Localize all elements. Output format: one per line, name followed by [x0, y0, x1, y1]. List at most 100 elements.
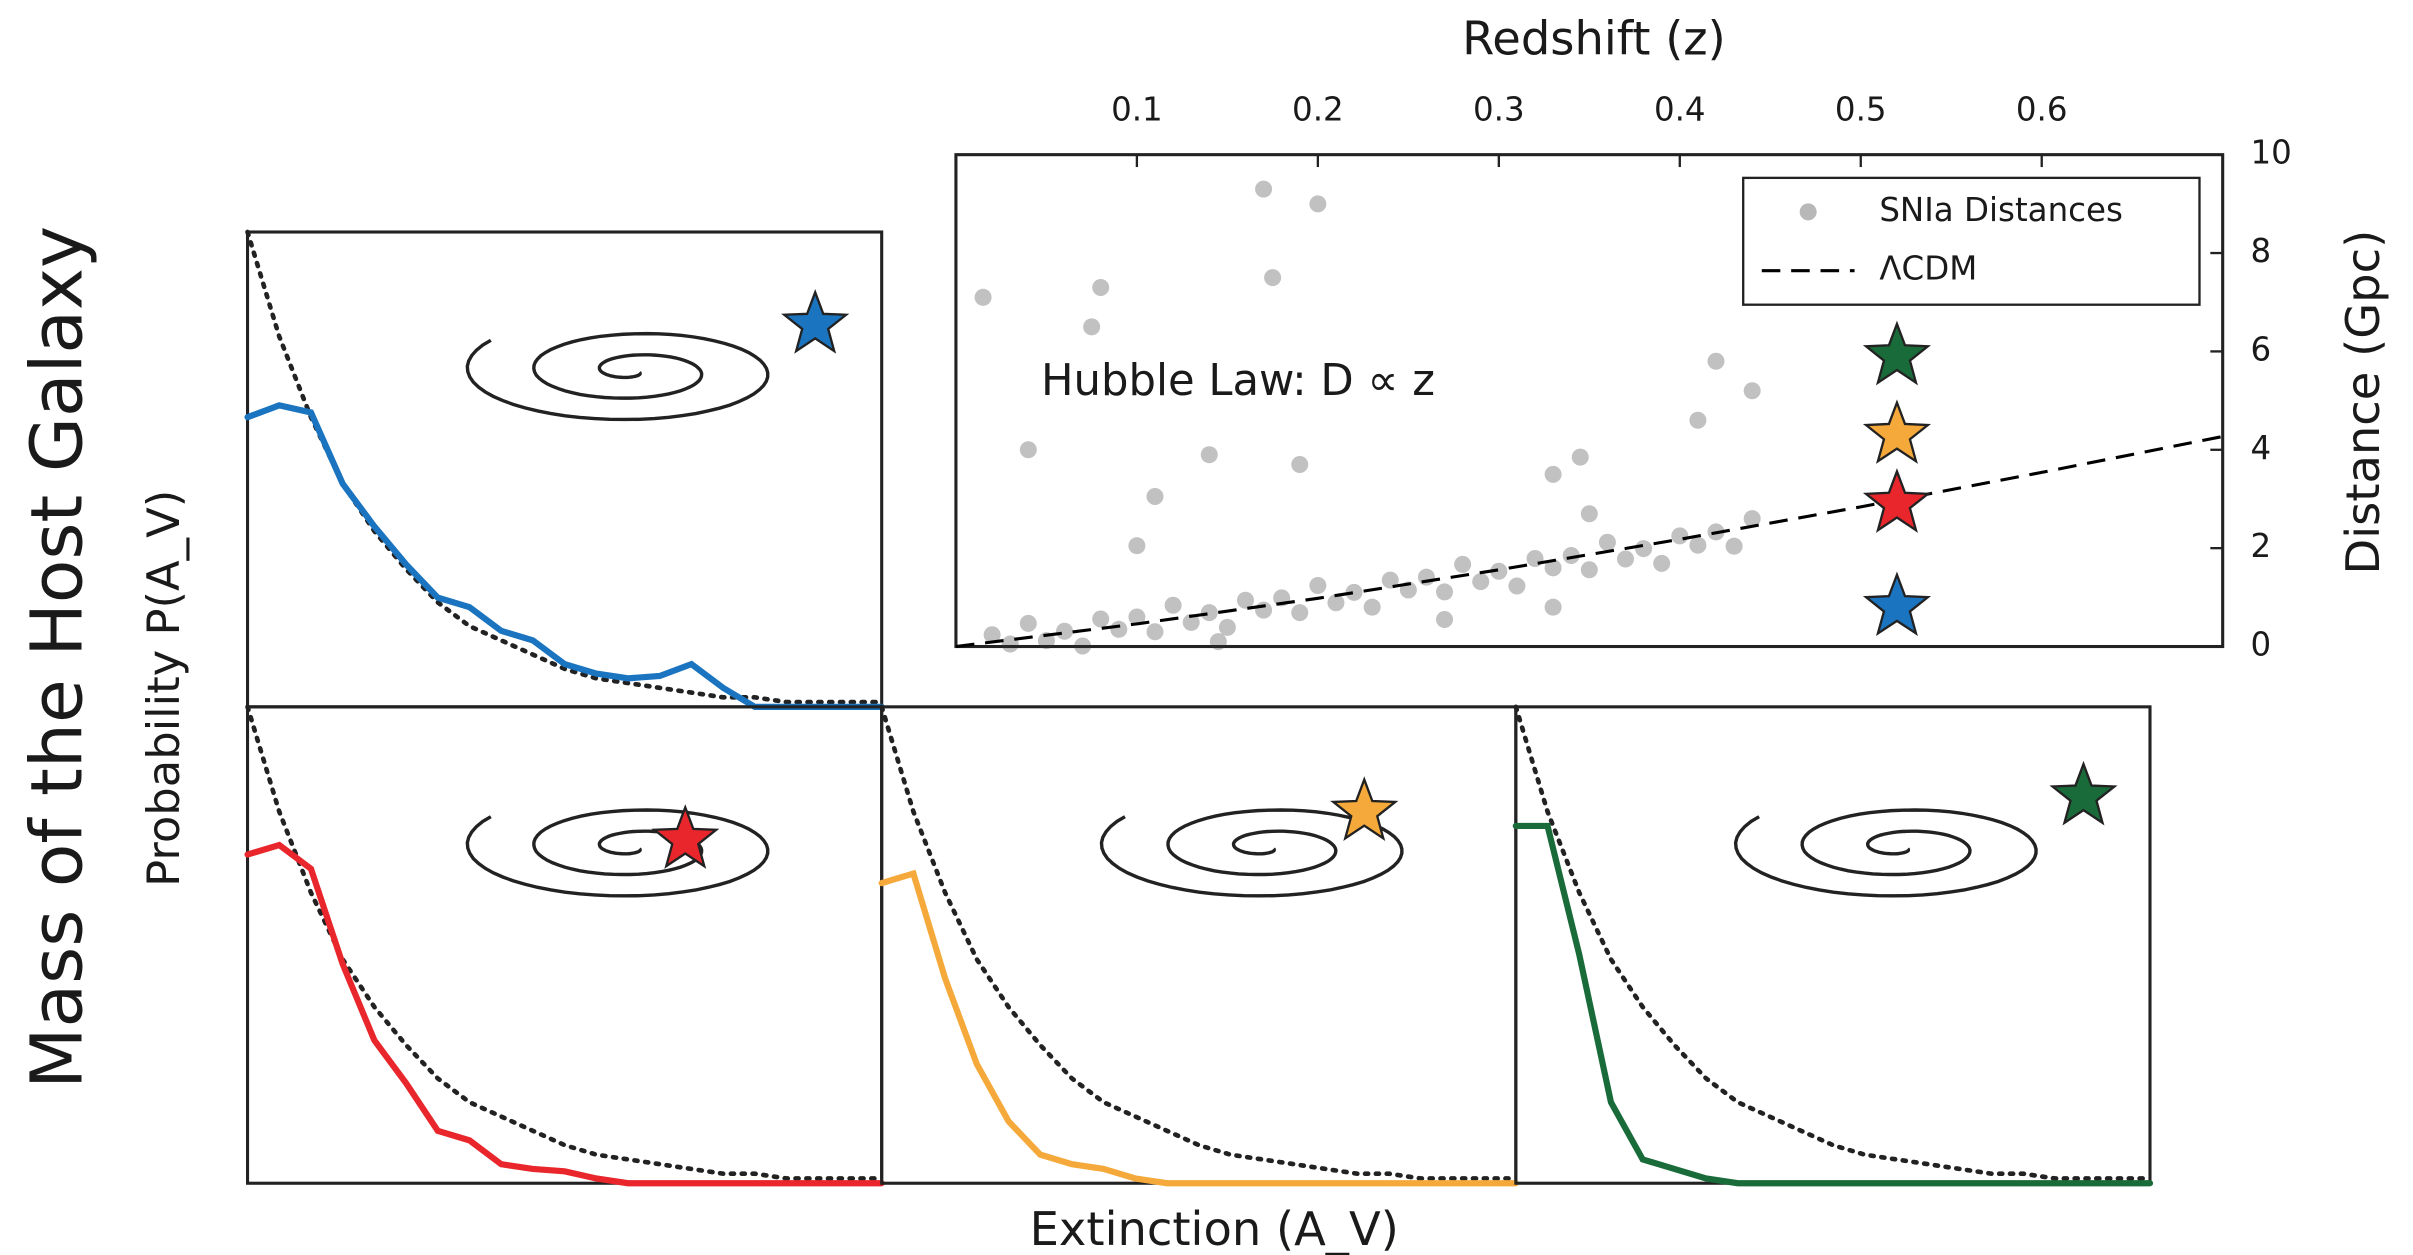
- data-point: [1544, 559, 1562, 577]
- panel-star: [2049, 760, 2118, 826]
- data-point: [1218, 618, 1236, 636]
- data-point: [1707, 352, 1725, 370]
- data-point: [983, 626, 1001, 644]
- data-point: [1580, 505, 1598, 523]
- panel-frame: [245, 705, 884, 1185]
- distribution-line: [244, 841, 885, 1187]
- legend-label: ΛCDM: [1879, 250, 1977, 288]
- data-point: [1182, 613, 1200, 631]
- star-marker: [1862, 320, 1932, 386]
- galaxy-spiral: [465, 808, 770, 898]
- star-marker: [1862, 468, 1932, 533]
- reference-curve: [245, 704, 885, 1181]
- data-point: [1689, 536, 1707, 554]
- y-tick-label: 10: [2251, 134, 2292, 172]
- distribution-line: [244, 402, 885, 710]
- panel-star: [1330, 776, 1399, 842]
- data-point: [1019, 614, 1037, 632]
- data-point: [1255, 180, 1273, 198]
- legend-label: SNIa Distances: [1879, 191, 2123, 229]
- x-tick-label: 0.5: [1835, 90, 1887, 128]
- model-line: [955, 434, 2223, 649]
- data-point: [1472, 573, 1490, 591]
- y-tick-label: 8: [2251, 232, 2272, 270]
- data-point: [1200, 604, 1218, 622]
- data-point: [1146, 488, 1164, 506]
- data-point: [1056, 622, 1074, 640]
- legend-marker: [1799, 203, 1817, 221]
- data-point: [1725, 537, 1743, 555]
- data-point: [1671, 527, 1689, 545]
- data-point: [1309, 195, 1327, 213]
- data-point: [1146, 623, 1164, 641]
- reference-curve: [1513, 704, 2153, 1181]
- data-point: [1128, 537, 1146, 555]
- x-tick-label: 0.3: [1473, 90, 1525, 128]
- data-point: [1653, 554, 1671, 572]
- data-point: [1236, 591, 1254, 609]
- data-point: [1571, 448, 1589, 466]
- data-point: [1291, 604, 1309, 622]
- data-point: [1689, 411, 1707, 429]
- panel-frame: [245, 230, 884, 709]
- data-point: [1345, 583, 1363, 601]
- distribution-line: [878, 869, 1519, 1187]
- galaxy-spiral: [1099, 808, 1404, 898]
- panel-star: [651, 804, 720, 869]
- data-point: [1436, 583, 1454, 601]
- panel-frame: [1514, 705, 2152, 1185]
- data-point: [1743, 382, 1761, 400]
- data-point: [1635, 540, 1653, 558]
- y-axis-title: Distance (Gpc): [2336, 230, 2390, 575]
- x-tick-label: 0.6: [2016, 90, 2068, 128]
- annotation: Hubble Law: D ∝ z: [1041, 356, 1435, 406]
- panel-star: [781, 289, 850, 354]
- data-point: [1037, 632, 1055, 650]
- data-point: [1490, 562, 1508, 580]
- data-point: [1083, 318, 1101, 336]
- data-point: [1092, 278, 1110, 296]
- figure-ylabel: Mass of the Host Galaxy: [15, 226, 98, 1089]
- data-point: [1544, 598, 1562, 616]
- x-axis-title: Redshift (z): [1462, 11, 1726, 65]
- reference-curve: [879, 704, 1519, 1181]
- legend-box: [1742, 176, 2201, 306]
- data-point: [1436, 610, 1454, 628]
- data-point: [1363, 598, 1381, 616]
- data-point: [1616, 550, 1635, 568]
- data-point: [1508, 577, 1526, 595]
- x-tick-label: 0.2: [1292, 90, 1344, 128]
- xlabel: Extinction (A_V): [1030, 1202, 1399, 1255]
- y-tick-label: 0: [2251, 626, 2272, 664]
- data-point: [1019, 441, 1037, 459]
- data-point: [1128, 608, 1146, 626]
- data-point: [1580, 561, 1598, 579]
- data-point: [1309, 577, 1327, 595]
- y-tick-label: 6: [2251, 330, 2272, 368]
- galaxy-spiral: [465, 331, 770, 422]
- plot-frame: [954, 153, 2225, 649]
- galaxy-spiral: [1733, 808, 2038, 898]
- x-tick-label: 0.1: [1111, 90, 1163, 128]
- data-point: [1074, 637, 1092, 655]
- star-marker: [1862, 399, 1932, 464]
- data-point: [1200, 446, 1218, 464]
- data-point: [1255, 601, 1273, 619]
- data-point: [1264, 269, 1282, 287]
- data-point: [1598, 533, 1616, 551]
- data-point: [1327, 594, 1345, 612]
- data-point: [1743, 510, 1761, 528]
- panel-frame: [880, 705, 1518, 1185]
- data-point: [1110, 620, 1128, 638]
- data-point: [974, 288, 992, 306]
- y-tick-label: 2: [2251, 527, 2272, 565]
- data-point: [1417, 568, 1435, 586]
- data-point: [1381, 571, 1399, 589]
- data-point: [1209, 633, 1227, 651]
- x-tick-label: 0.4: [1654, 90, 1706, 128]
- data-point: [1454, 555, 1472, 573]
- ylabel: Probability P(A_V): [137, 490, 190, 887]
- distribution-line: [1512, 822, 2154, 1187]
- data-point: [1526, 549, 1544, 567]
